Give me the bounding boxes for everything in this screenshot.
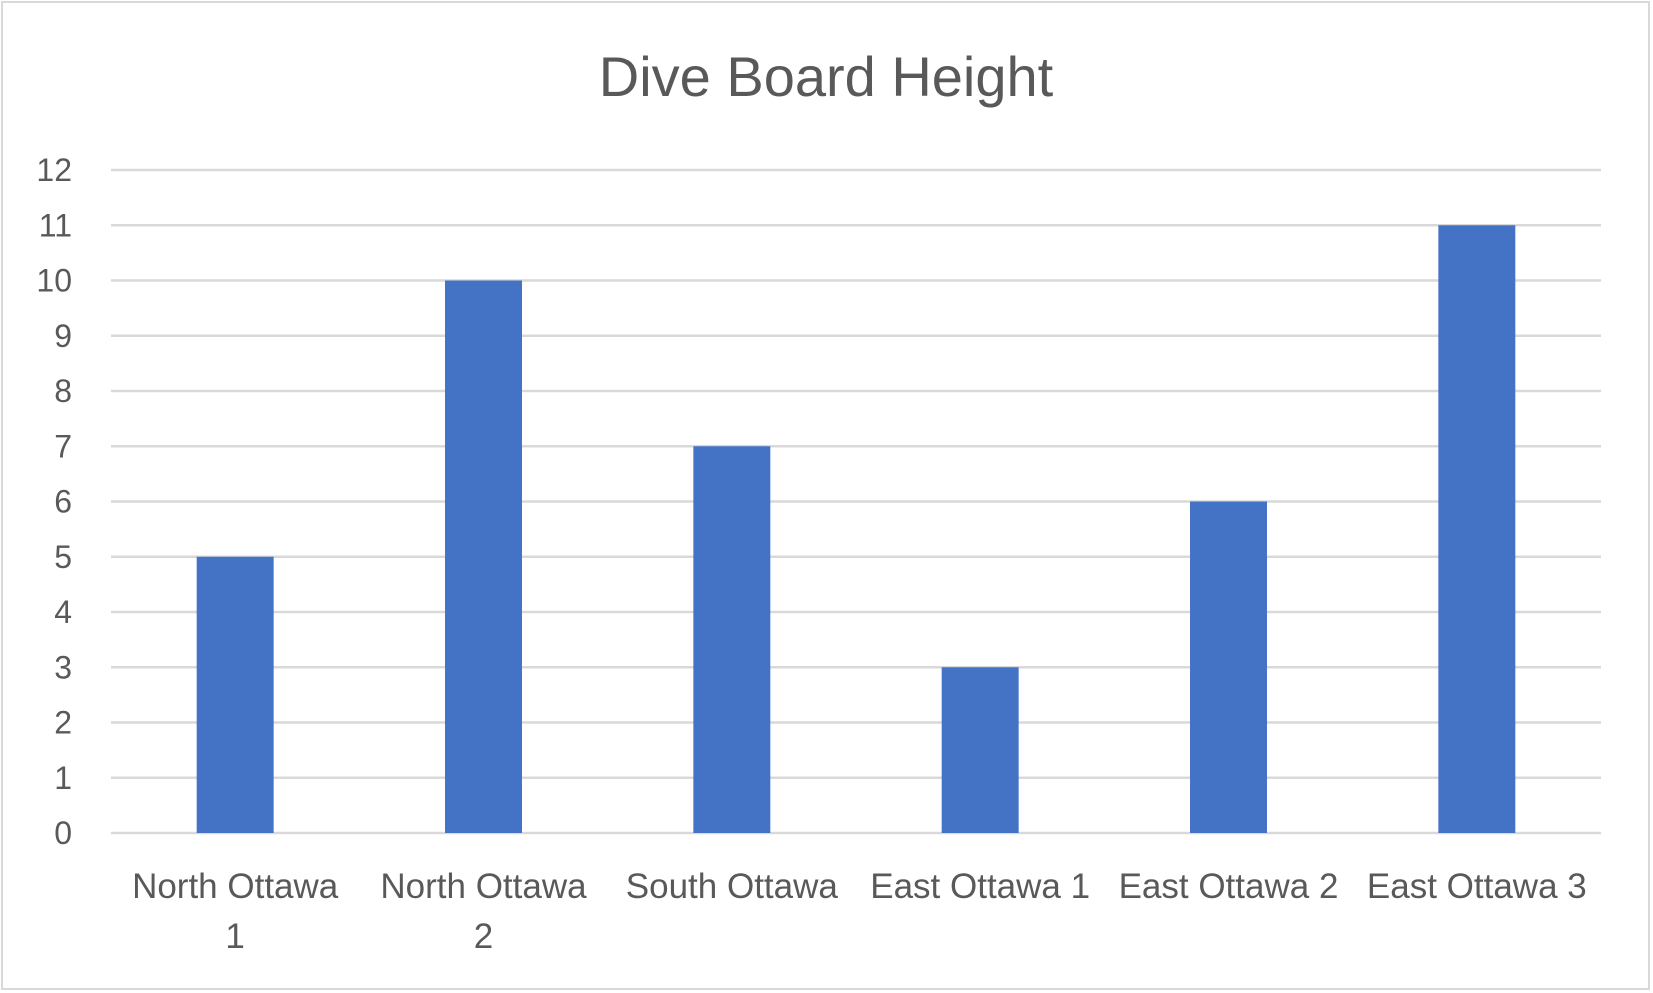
y-tick-label: 5 [54, 539, 72, 575]
x-tick-label: East Ottawa 1 [870, 867, 1090, 906]
bar [445, 280, 522, 833]
x-tick-label: East Ottawa 2 [1119, 867, 1339, 906]
y-tick-label: 12 [36, 152, 72, 188]
x-tick-label: North Ottawa 1 [132, 867, 339, 956]
chart-title: Dive Board Height [599, 45, 1054, 108]
bar [1190, 501, 1267, 833]
y-tick-label: 0 [54, 815, 72, 851]
y-tick-label: 4 [54, 594, 72, 630]
x-tick-label: East Ottawa 3 [1367, 867, 1587, 906]
bar [941, 667, 1019, 833]
x-tick-label: South Ottawa [626, 867, 839, 906]
x-tick-label: North Ottawa 2 [380, 867, 587, 956]
y-tick-label: 7 [54, 428, 72, 464]
y-tick-label: 9 [54, 318, 72, 354]
y-tick-label: 3 [54, 649, 72, 685]
y-tick-label: 2 [54, 705, 72, 741]
gridlines [111, 168, 1601, 835]
y-tick-label: 8 [54, 373, 72, 409]
x-axis-labels: North Ottawa 1 North Ottawa 2 South Ottawa Ea… [132, 867, 1587, 956]
bars [196, 225, 1516, 833]
y-tick-label: 10 [36, 263, 72, 299]
y-tick-label: 11 [39, 207, 72, 243]
y-tick-label: 6 [54, 484, 72, 520]
bar [693, 446, 771, 833]
bar [196, 556, 274, 833]
bar [1438, 225, 1516, 833]
y-tick-label: 1 [54, 760, 72, 796]
